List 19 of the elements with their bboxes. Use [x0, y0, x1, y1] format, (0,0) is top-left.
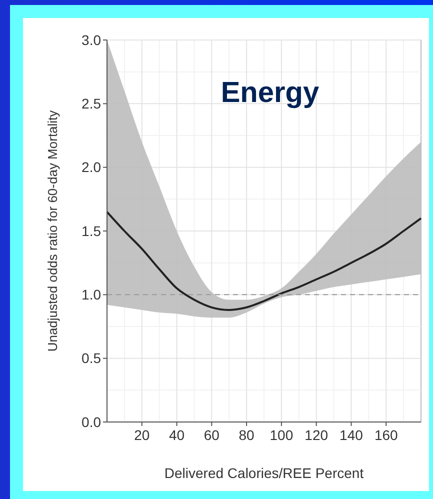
x-tick-label: 160	[374, 427, 398, 443]
x-tick-label: 40	[168, 427, 185, 443]
y-tick-label: 0.0	[82, 414, 102, 430]
x-tick-label: 80	[238, 427, 255, 443]
line-series	[106, 210, 422, 311]
x-tick-label: 120	[304, 427, 328, 443]
y-tick-label: 2.0	[82, 159, 102, 176]
y-axis-title: Unadjusted odds ratio for 60-day Mortality	[45, 110, 60, 352]
x-tick-label: 100	[270, 427, 294, 443]
x-axis-title: Delivered Calories/REE Percent	[164, 465, 364, 481]
x-tick-label: 20	[134, 427, 150, 443]
x-tick-label: 140	[340, 427, 364, 443]
y-tick-label: 2.5	[82, 96, 102, 112]
y-tick-label: 1.5	[82, 222, 102, 239]
x-tick-label: 60	[204, 427, 220, 443]
y-tick-label: 3.0	[82, 32, 102, 48]
y-tick-label: 0.5	[82, 350, 102, 366]
text: Energy	[220, 77, 320, 109]
y-tick-label: 1.0	[82, 286, 102, 303]
